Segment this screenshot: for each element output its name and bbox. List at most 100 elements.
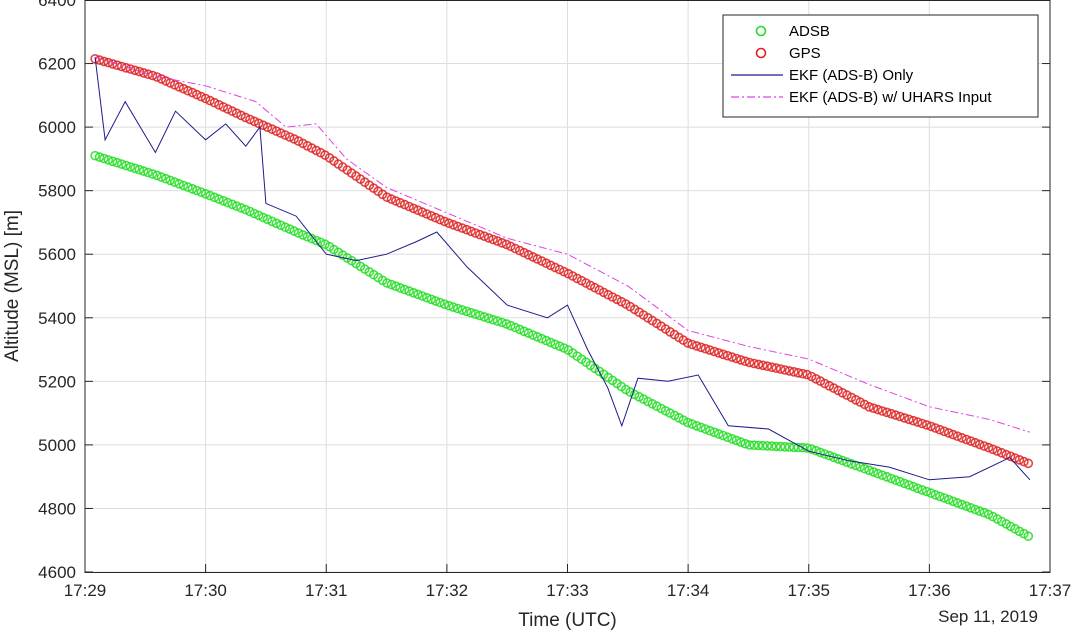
data-point <box>452 303 463 314</box>
series-line <box>94 56 1031 433</box>
data-point <box>284 132 295 142</box>
data-point <box>1023 458 1034 469</box>
data-point <box>497 238 507 248</box>
data-point <box>704 345 715 355</box>
data-point <box>758 360 768 371</box>
data-point <box>386 194 397 204</box>
data-point <box>952 498 963 508</box>
data-point <box>94 152 105 162</box>
data-point <box>497 317 507 328</box>
data-point <box>912 417 923 427</box>
y-tick-label: 5200 <box>38 372 76 391</box>
data-point <box>417 291 428 301</box>
data-point <box>143 69 153 79</box>
data-point <box>895 411 905 422</box>
legend-marker <box>755 47 767 59</box>
data-point <box>775 441 786 452</box>
legend-entry: GPS <box>755 45 821 62</box>
data-point <box>899 413 910 423</box>
data-point <box>492 236 503 246</box>
data-point <box>174 82 184 92</box>
data-point <box>731 435 742 446</box>
data-point <box>483 233 494 243</box>
data-point <box>572 273 582 284</box>
data-point <box>921 486 932 497</box>
data-point <box>178 180 189 191</box>
data-point <box>284 224 295 234</box>
series-line <box>94 57 1031 481</box>
data-point <box>687 419 697 429</box>
data-point <box>196 187 206 197</box>
data-point <box>550 339 560 350</box>
data-point <box>130 163 140 174</box>
data-point <box>457 305 468 315</box>
data-point <box>205 95 215 106</box>
legend-entry: EKF (ADS-B) Only <box>731 67 914 84</box>
data-point <box>700 424 711 434</box>
data-point <box>293 228 304 238</box>
data-point <box>696 422 706 433</box>
plot-frame <box>84 0 1051 573</box>
data-point <box>554 341 565 352</box>
data-point <box>921 420 932 430</box>
legend-label: EKF (ADS-B) w/ UHARS Input <box>789 89 992 106</box>
data-point <box>948 429 958 440</box>
data-point <box>382 192 392 202</box>
data-point <box>784 442 795 452</box>
data-point <box>196 91 206 102</box>
data-point <box>992 446 1003 456</box>
data-point <box>209 192 220 203</box>
data-point <box>240 112 251 123</box>
plot-series <box>90 53 1034 542</box>
data-point <box>90 150 100 161</box>
data-point <box>271 126 282 136</box>
data-point <box>881 407 892 418</box>
data-point <box>647 398 658 409</box>
data-point <box>143 167 153 178</box>
data-point <box>607 292 618 302</box>
series-ekf-ads-b-only <box>94 57 1031 481</box>
data-point <box>147 70 158 81</box>
data-point <box>461 224 472 235</box>
data-point <box>161 76 171 86</box>
data-point <box>505 320 516 331</box>
data-point <box>740 356 751 367</box>
data-point <box>691 420 702 431</box>
data-point <box>178 83 189 94</box>
data-point <box>988 444 998 455</box>
data-point <box>797 368 808 379</box>
data-point <box>192 185 202 196</box>
data-point <box>156 74 167 84</box>
data-point <box>510 322 521 333</box>
data-point <box>868 403 879 414</box>
x-tick-label: 17:37 <box>1029 581 1072 600</box>
data-point <box>789 366 799 377</box>
data-point <box>780 365 790 375</box>
data-point <box>408 203 419 214</box>
data-point <box>200 189 211 199</box>
data-point <box>514 324 525 335</box>
data-point <box>245 114 255 125</box>
data-point <box>169 80 180 90</box>
data-point <box>873 468 883 479</box>
data-point <box>974 506 985 516</box>
data-point <box>797 442 808 453</box>
data-point <box>722 432 733 443</box>
data-point <box>957 499 967 510</box>
data-point <box>439 299 450 310</box>
data-point <box>771 363 782 373</box>
data-point <box>943 428 954 438</box>
legend-entry: EKF (ADS-B) w/ UHARS Input <box>731 89 992 106</box>
data-point <box>125 64 136 74</box>
legend-marker <box>755 25 767 37</box>
data-point <box>399 284 410 295</box>
data-point <box>275 128 286 138</box>
data-point <box>112 157 122 168</box>
data-point <box>249 116 260 127</box>
data-point <box>390 281 401 292</box>
data-point <box>846 458 857 469</box>
data-point <box>886 473 897 484</box>
data-point <box>811 445 821 456</box>
data-point <box>1010 453 1020 463</box>
